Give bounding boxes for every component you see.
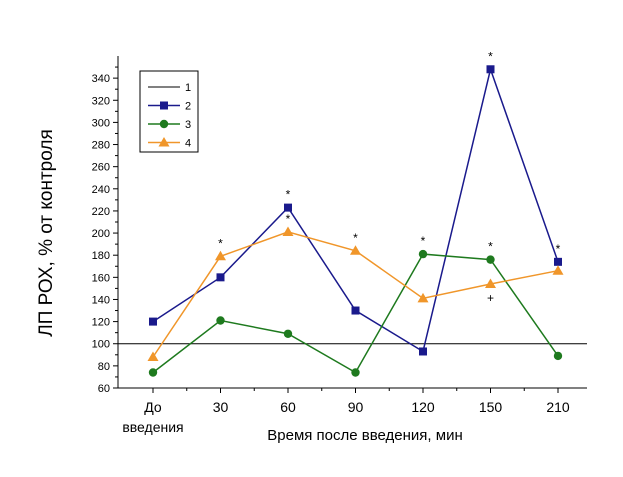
series-3-point	[418, 249, 428, 259]
legend-item: 3	[148, 119, 191, 131]
legend-label: 3	[185, 119, 191, 131]
legend-label: 2	[185, 101, 191, 113]
series-3	[148, 249, 563, 377]
series-4-point	[282, 226, 294, 236]
series-group	[147, 65, 564, 377]
significance-mark: *	[218, 236, 223, 250]
y-tick-label: 240	[92, 184, 110, 196]
legend-item: 1	[148, 82, 191, 94]
series-4-point	[147, 351, 159, 362]
x-axis-title: Время после введения, мин	[267, 427, 463, 444]
significance-mark: *	[286, 212, 291, 226]
series-3-point	[283, 329, 293, 338]
series-4-point	[552, 265, 564, 275]
x-tick-label: 60	[280, 399, 296, 415]
significance-mark: *	[488, 49, 493, 63]
significance-mark: +	[487, 291, 494, 305]
y-tick-label: 160	[92, 272, 110, 284]
series-2	[149, 65, 562, 356]
series-4	[147, 226, 564, 362]
y-axis: 60 80 100 120 140 160 180 200 220 240 260 280 300 320…	[92, 66, 118, 395]
series-3-point	[553, 351, 563, 361]
series-2-point	[284, 203, 292, 212]
significance-mark: *	[286, 188, 291, 202]
series-4-point	[215, 250, 226, 261]
significance-mark: *	[421, 234, 426, 248]
y-tick-label: 340	[92, 73, 110, 85]
significance-mark: *	[488, 240, 493, 254]
legend-swatch-marker	[160, 101, 168, 110]
y-tick-label: 300	[92, 117, 110, 129]
series-3-point	[216, 316, 225, 325]
legend-box	[139, 70, 199, 153]
x-tick-label: 120	[411, 399, 435, 415]
y-tick-label: 220	[92, 206, 110, 218]
x-tick-label: До	[144, 399, 162, 415]
significance-mark: *	[353, 231, 358, 245]
y-tick-label: 80	[98, 361, 110, 373]
legend-item: 2	[148, 101, 191, 113]
y-tick-label: 120	[92, 317, 110, 329]
x-tick-label: введения	[122, 419, 183, 435]
legend-swatch-marker	[159, 119, 169, 129]
x-axis: До введения 30 60 90 120 150 210	[122, 388, 570, 435]
x-tick-label: 90	[348, 399, 364, 415]
legend-swatch-marker	[158, 137, 170, 147]
y-tick-label: 200	[92, 228, 110, 240]
series-3-point	[148, 368, 158, 377]
x-tick-label: 210	[546, 399, 570, 415]
y-tick-label: 180	[92, 250, 110, 262]
significance-mark: *	[556, 242, 561, 256]
series-2-point	[216, 273, 225, 282]
series-3-point	[486, 255, 495, 264]
series-2-point	[554, 257, 562, 266]
legend-label: 4	[185, 138, 191, 150]
y-tick-label: 140	[92, 294, 110, 306]
series-4-point	[350, 245, 361, 255]
x-tick-label: 150	[479, 399, 503, 415]
legend-label: 1	[185, 82, 191, 94]
series-3-point	[351, 368, 360, 377]
annotations: * * * * * * * + *	[218, 49, 561, 305]
y-tick-label: 320	[92, 95, 110, 107]
y-tick-label: 260	[92, 162, 110, 174]
series-2-point	[486, 65, 495, 74]
y-tick-label: 280	[92, 140, 110, 152]
legend-item: 4	[148, 137, 191, 150]
legend: 1 2 3 4	[139, 70, 199, 153]
series-2-point	[351, 306, 360, 315]
series-2-point	[419, 347, 427, 356]
y-tick-label: 100	[92, 339, 110, 351]
y-axis-title: ЛП РОХ, % от контроля	[36, 129, 57, 337]
series-4-point	[417, 292, 429, 303]
x-tick-label: 30	[213, 399, 229, 415]
y-tick-label: 60	[98, 383, 110, 395]
series-2-point	[149, 317, 157, 326]
series-4-point	[485, 278, 496, 288]
